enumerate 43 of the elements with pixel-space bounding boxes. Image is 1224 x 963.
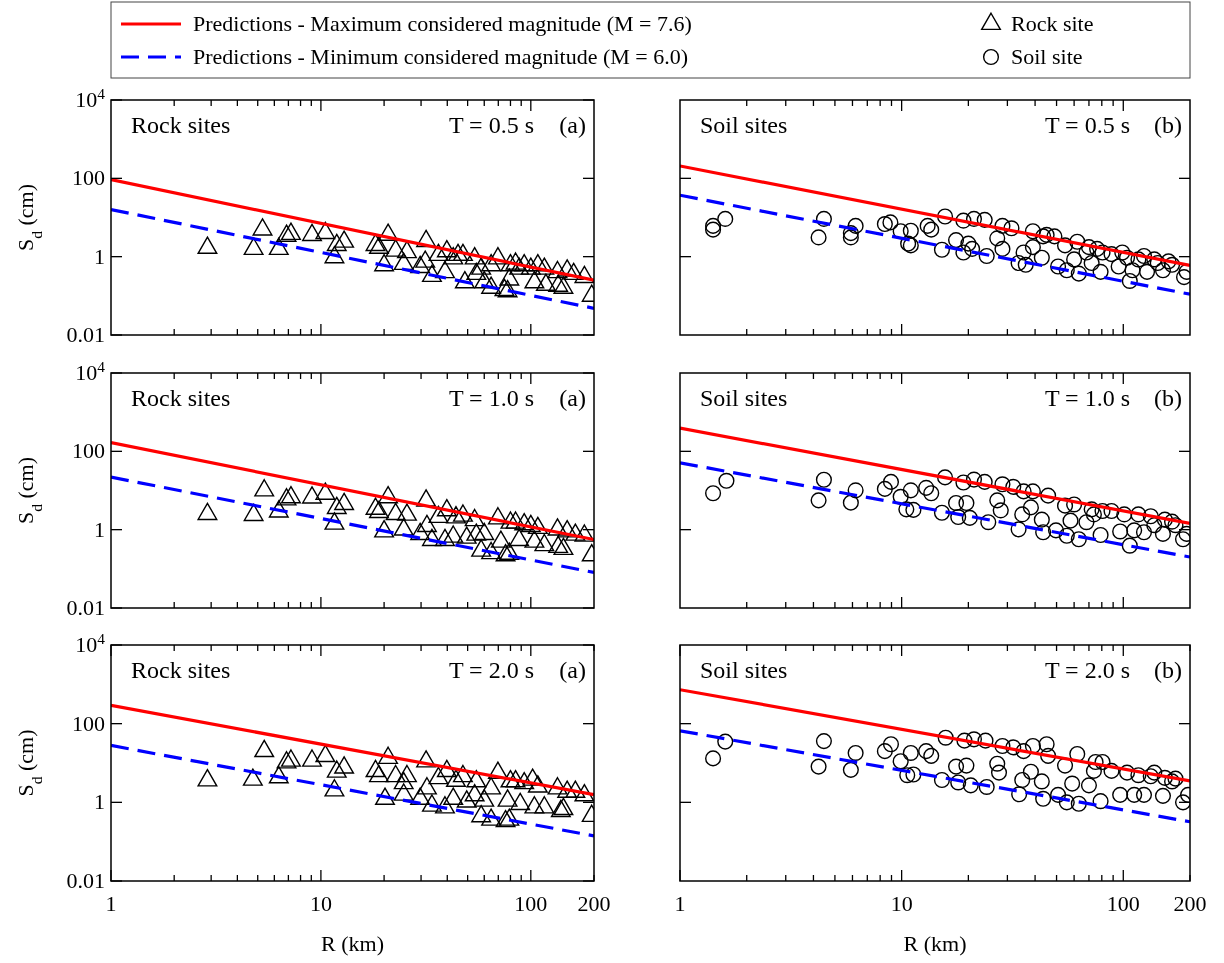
y-tick-label: 10$^{4}$ [75, 357, 106, 385]
annotation: Rock sites [131, 112, 231, 138]
annotation: (a) [559, 657, 586, 683]
y-tick-label: 0.01 [66, 868, 105, 893]
legend-label: Rock site [1011, 11, 1094, 36]
annotation: (a) [559, 112, 586, 138]
y-tick-label: 10$^{4}$ [75, 629, 106, 657]
annotation: (a) [559, 385, 586, 411]
y-tick-label: 0.01 [66, 595, 105, 620]
x-tick-label: 100 [514, 891, 548, 916]
x-tick-label: 200 [577, 891, 611, 916]
annotation: T = 0.5 s [448, 112, 534, 138]
annotation: T = 2.0 s [448, 657, 534, 683]
annotation: Soil sites [700, 385, 788, 411]
annotation: Soil sites [700, 112, 788, 138]
x-tick-label: 1 [674, 891, 686, 916]
annotation: (b) [1154, 657, 1182, 683]
y-tick-label: 1 [94, 516, 105, 542]
annotation: Rock sites [131, 657, 231, 683]
legend-label: Soil site [1011, 44, 1083, 69]
legend-label: Predictions - Minimum considered magnitude (M = 6.0) [193, 44, 689, 69]
y-tick-label: 1 [94, 243, 105, 269]
y-tick-label: 0.01 [66, 322, 105, 347]
x-tick-label: 100 [1106, 891, 1140, 916]
annotation: Rock sites [131, 385, 231, 411]
y-tick-label: 100 [72, 710, 105, 736]
y-tick-label: 10$^{4}$ [75, 84, 106, 112]
annotation: T = 1.0 s [448, 385, 534, 411]
legend-label: Predictions - Maximum considered magnitude (M = 7.6) [193, 11, 692, 36]
annotation: Soil sites [700, 657, 788, 683]
annotation: T = 0.5 s [1044, 112, 1130, 138]
annotation: (b) [1154, 385, 1182, 411]
x-tick-label: 10 [309, 891, 332, 916]
y-tick-label: 100 [72, 165, 105, 191]
y-tick-label: 1 [94, 789, 105, 815]
x-tick-label: 10 [890, 891, 913, 916]
y-tick-label: 100 [72, 438, 105, 464]
annotation: T = 2.0 s [1044, 657, 1130, 683]
x-axis-title: R (km) [903, 931, 967, 956]
x-tick-label: 200 [1173, 891, 1207, 916]
annotation: (b) [1154, 112, 1182, 138]
annotation: T = 1.0 s [1044, 385, 1130, 411]
x-axis-title: R (km) [321, 931, 384, 956]
